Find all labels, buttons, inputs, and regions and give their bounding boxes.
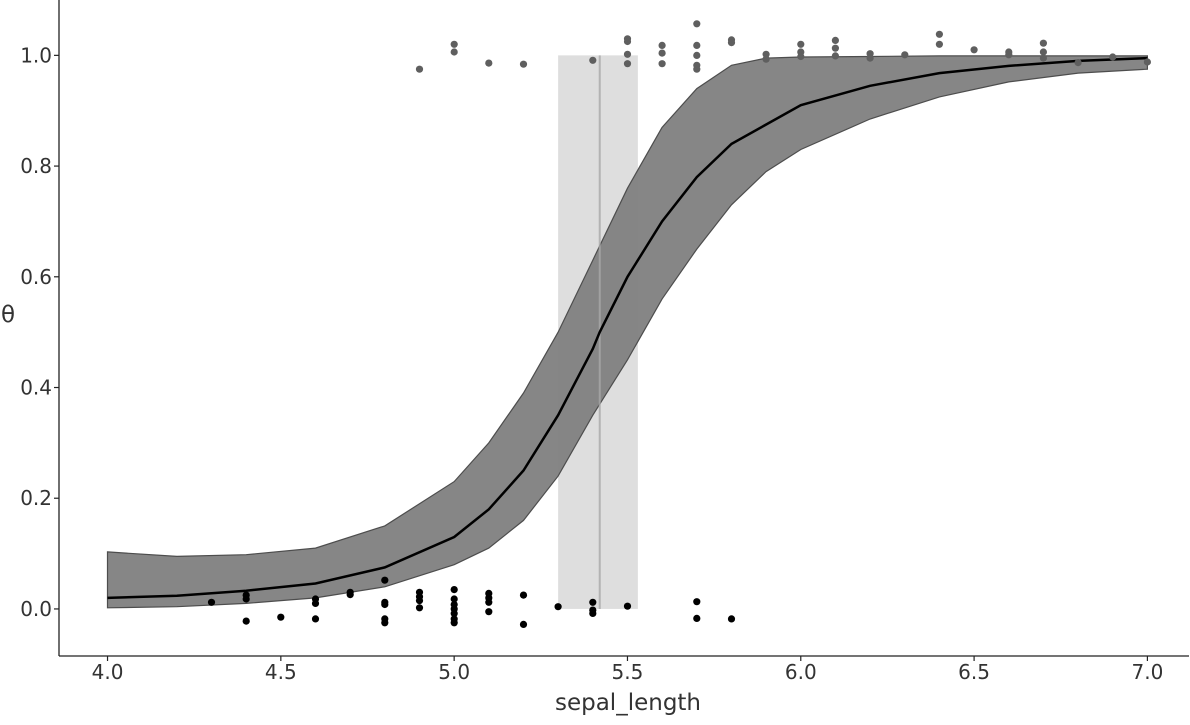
data-point-class-1	[450, 48, 458, 56]
y-tick-label: 0.0	[20, 597, 52, 621]
data-point-class-0	[589, 598, 597, 606]
data-point-class-0	[450, 586, 458, 594]
data-point-class-1	[623, 60, 632, 68]
data-point-class-1	[485, 59, 493, 67]
x-tick-label: 5.0	[438, 660, 470, 684]
data-point-class-1	[450, 40, 458, 48]
data-point-class-0	[623, 602, 632, 610]
data-point-class-1	[1039, 54, 1047, 62]
data-point-class-0	[242, 595, 250, 603]
x-tick-label: 5.5	[612, 660, 644, 684]
y-tick-label: 0.4	[20, 376, 52, 400]
data-point-class-1	[797, 40, 805, 48]
x-tick-label: 6.5	[958, 660, 990, 684]
data-point-class-1	[623, 50, 632, 58]
data-point-class-0	[589, 609, 597, 618]
data-point-class-1	[727, 39, 736, 47]
data-point-class-0	[415, 604, 424, 612]
data-point-class-1	[866, 54, 874, 62]
data-point-class-1	[901, 51, 909, 59]
data-point-class-1	[658, 49, 666, 57]
y-tick-label: 1.0	[20, 43, 52, 67]
theta-mean-line	[107, 56, 1148, 600]
data-point-class-0	[277, 613, 285, 621]
axes	[58, 0, 1189, 657]
data-point-class-0	[242, 617, 250, 625]
data-point-class-0	[450, 595, 458, 603]
data-point-class-1	[415, 65, 424, 73]
y-tick-label: 0.2	[20, 486, 52, 510]
y-axis-title: θ	[1, 302, 15, 328]
data-point-class-1	[519, 60, 528, 68]
data-point-class-1	[797, 52, 805, 61]
data-point-class-1	[970, 46, 978, 54]
data-point-class-0	[693, 614, 701, 623]
plot-area	[106, 20, 1151, 629]
data-point-class-1	[693, 51, 701, 60]
data-point-class-0	[485, 598, 493, 606]
ticks: 4.0 4.5 5.0 5.5 6.0 6.5 7.0 0.0 0.2 0.4 0.6 0.8 1.0	[20, 43, 1163, 684]
data-point-class-1	[831, 44, 840, 52]
data-point-class-1	[1074, 59, 1082, 67]
data-point-class-1	[658, 60, 666, 68]
data-point-class-1	[1005, 51, 1013, 59]
x-tick-label: 7.0	[1131, 660, 1163, 684]
data-point-class-1	[935, 30, 944, 38]
data-point-class-0	[381, 600, 389, 609]
data-point-class-1	[762, 55, 770, 63]
data-point-class-0	[485, 608, 493, 616]
y-tick-label: 0.6	[20, 265, 52, 289]
theta-hdi-band	[106, 55, 1148, 609]
x-tick-label: 6.0	[785, 660, 817, 684]
data-point-class-0	[554, 603, 562, 611]
data-point-class-1	[831, 36, 840, 45]
data-point-class-1	[1039, 48, 1047, 56]
data-point-class-0	[415, 597, 424, 605]
data-point-class-0	[727, 615, 736, 623]
data-point-class-1	[935, 40, 944, 48]
data-point-class-1	[693, 41, 701, 50]
data-point-class-1	[693, 20, 701, 28]
data-point-class-1	[1143, 58, 1151, 66]
x-axis-title: sepal_length	[555, 690, 701, 716]
x-tick-label: 4.0	[92, 660, 124, 684]
data-point-class-1	[1039, 39, 1047, 47]
data-point-class-1	[658, 41, 666, 50]
data-point-class-0	[311, 615, 320, 623]
data-point-class-1	[1109, 53, 1117, 61]
data-point-class-1	[831, 52, 840, 60]
data-point-class-0	[450, 619, 458, 627]
data-point-class-0	[450, 609, 458, 618]
data-point-class-0	[381, 576, 389, 584]
data-point-class-1	[693, 65, 701, 73]
x-tick-label: 4.5	[265, 660, 297, 684]
data-point-class-1	[623, 37, 632, 46]
data-point-class-0	[519, 591, 528, 599]
y-tick-label: 0.8	[20, 154, 52, 178]
data-point-class-0	[346, 591, 354, 599]
data-point-class-1	[589, 56, 597, 64]
data-point-class-0	[207, 598, 216, 606]
data-point-class-0	[519, 620, 528, 629]
data-point-class-0	[381, 619, 389, 627]
data-point-class-0	[693, 598, 701, 606]
data-point-class-0	[311, 599, 320, 608]
